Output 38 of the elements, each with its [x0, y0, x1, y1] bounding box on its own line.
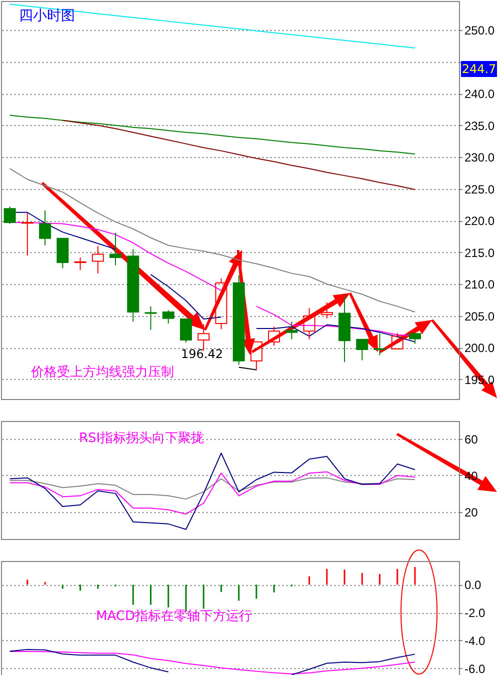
text: 244.7: [462, 62, 496, 76]
annotation: 196.42: [181, 347, 223, 361]
candlestick: [92, 246, 104, 274]
line-series: [9, 471, 416, 515]
y-tick-label: 240.0: [464, 87, 495, 102]
y-tick-label: 250.0: [464, 24, 495, 38]
y-tick-label: 220.0: [464, 214, 495, 228]
candlestick: [127, 248, 140, 322]
y-tick-label: 215.0: [464, 246, 495, 260]
y-tick-label: 200.0: [464, 341, 495, 356]
y-tick-label: 230.0: [464, 150, 495, 165]
candlestick: [303, 308, 316, 340]
line-series: [62, 120, 416, 190]
line-series: [9, 452, 416, 530]
y-tick-label: -4.0: [464, 634, 486, 648]
y-tick-label: 225.0: [464, 182, 495, 196]
annotation: 价格受上方均线强力压制: [30, 364, 174, 380]
line-series: [9, 114, 416, 154]
annotation: MACD指标在零轴下方运行: [96, 608, 252, 624]
y-tick-label: 20: [464, 505, 478, 520]
y-tick-label: 205.0: [464, 309, 495, 324]
y-tick-label: 210.0: [464, 278, 495, 292]
candlestick: [286, 321, 298, 340]
y-tick-label: -6.0: [464, 662, 486, 675]
y-tick-label: 60: [464, 432, 478, 447]
y-tick-label: 0.0: [464, 578, 482, 592]
candlestick: [39, 210, 52, 246]
candlestick: [110, 232, 122, 266]
y-tick-label: -2.0: [464, 606, 486, 620]
annotation: RSI指标拐头向下聚拢: [79, 431, 204, 446]
line-series: [9, 4, 416, 48]
candlestick: [338, 294, 350, 363]
candlestick: [320, 302, 333, 319]
y-tick-label: 235.0: [464, 118, 495, 133]
line-series: [9, 168, 416, 313]
text: 四小时图: [19, 8, 75, 24]
line-series: [9, 477, 416, 500]
candlestick: [21, 212, 34, 256]
